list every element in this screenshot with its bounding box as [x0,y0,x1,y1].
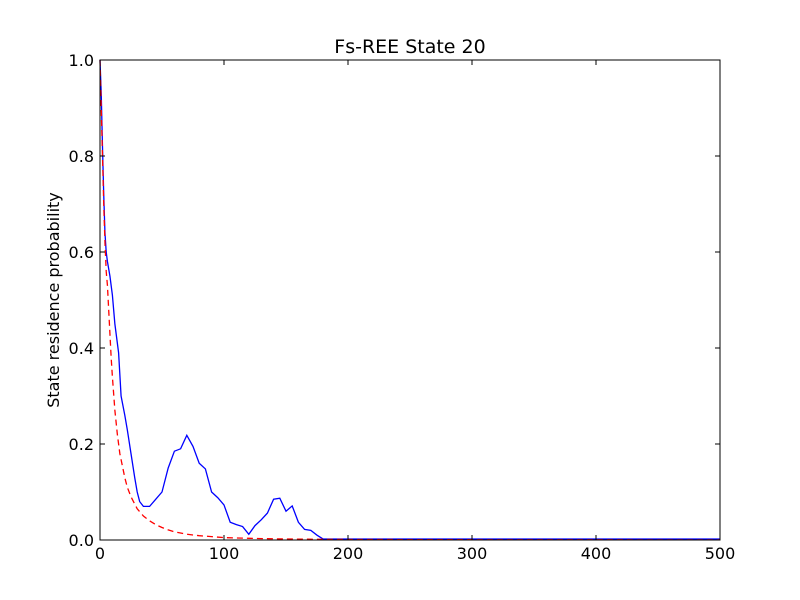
y-tick-label: 1.0 [69,51,94,70]
x-tick-label: 300 [457,544,488,563]
y-axis-label: State residence probability [44,192,63,408]
series-line-2 [99,59,720,541]
x-tick-label: 200 [333,544,364,563]
x-tick-label: 0 [95,544,105,563]
x-tick-label: 400 [581,544,612,563]
series-line-1 [99,59,720,540]
y-tick-label: 0.0 [69,531,94,550]
plot-frame [99,59,721,541]
y-tick-label: 0.2 [69,435,94,454]
ticks-layer: 0 100 200 300 400 500 0.0 0.2 0.4 0.6 0.8 1.0 [69,51,736,563]
y-tick-label: 0.6 [69,243,94,262]
x-tick-label: 500 [705,544,736,563]
series-layer [99,59,720,541]
x-tick-label: 100 [209,544,240,563]
y-tick-label: 0.8 [69,147,94,166]
y-tick-label: 0.4 [69,339,94,358]
chart-title: Fs-REE State 20 [334,36,485,58]
